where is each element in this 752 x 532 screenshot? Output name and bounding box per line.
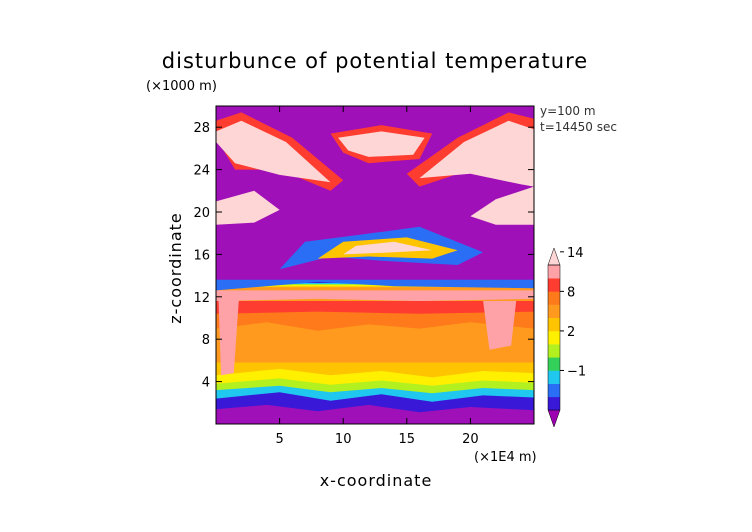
colorbar-segment — [548, 278, 560, 292]
x-axis-title: x-coordinate — [320, 471, 433, 490]
colorbar-segment — [548, 370, 560, 384]
band-red — [216, 301, 534, 314]
right-plume — [483, 301, 517, 350]
colorbar-segment — [548, 344, 560, 358]
chart-title: disturbunce of potential temperature — [162, 49, 588, 73]
x-tick-label: 20 — [462, 432, 479, 447]
y-tick-label: 8 — [202, 333, 210, 348]
field-bands — [216, 112, 534, 413]
colorbar-label: 2 — [567, 325, 575, 340]
colorbar-segment — [548, 317, 560, 332]
colorbar-max-arrow — [547, 247, 561, 266]
band-blue-top — [216, 279, 534, 291]
x-tick-label: 10 — [335, 432, 352, 447]
colorbar-segment — [548, 304, 560, 319]
y-tick-label: 4 — [202, 376, 210, 391]
colorbar-segment — [548, 265, 560, 279]
y-tick-label: 20 — [193, 206, 210, 221]
band-pink — [216, 290, 534, 301]
plot-frame — [215, 105, 535, 425]
colorbar-segment — [548, 383, 560, 398]
left-plume — [218, 298, 239, 376]
colorbar-segment — [548, 357, 560, 371]
x-axis: 5 10 15 20 — [275, 106, 479, 447]
y-tick-label: 24 — [193, 164, 210, 179]
y-axis-title: z-coordinate — [166, 212, 185, 324]
left-lobe — [216, 190, 280, 225]
colorbar-label: 14 — [567, 246, 584, 261]
right-lobe — [470, 186, 534, 225]
y-tick-label: 28 — [193, 121, 210, 136]
annotation-time: t=14450 sec — [540, 120, 617, 134]
colorbar: 14 8 2 −1 — [547, 246, 586, 428]
x-tick-label: 5 — [275, 432, 283, 447]
left-arc — [216, 120, 331, 183]
y-axis: 4 8 12 16 20 24 28 — [193, 121, 534, 391]
colorbar-segment — [548, 396, 560, 411]
colorbar-segment — [548, 291, 560, 305]
y-tick-label: 16 — [193, 248, 210, 263]
colorbar-label: −1 — [567, 364, 586, 379]
colorbar-min-arrow — [547, 409, 561, 428]
plot-area — [215, 105, 535, 425]
colorbar-frame — [547, 264, 561, 411]
colorbar-label: 8 — [567, 285, 575, 300]
colorbar-segment — [548, 330, 560, 345]
upper-band-core — [343, 241, 433, 255]
x-unit-label: (×1E4 m) — [474, 450, 537, 465]
annotation-y-level: y=100 m — [540, 104, 596, 118]
x-tick-label: 15 — [399, 432, 416, 447]
y-tick-label: 12 — [193, 291, 210, 306]
right-arc — [419, 120, 534, 187]
center-cap — [338, 131, 425, 157]
y-unit-label: (×1000 m) — [146, 79, 217, 94]
